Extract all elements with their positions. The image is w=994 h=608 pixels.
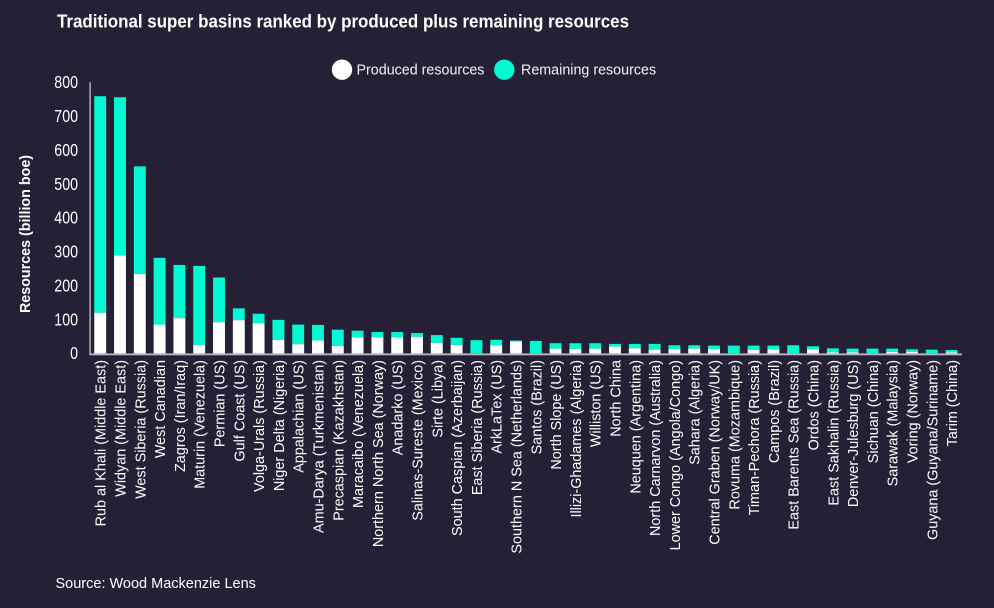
svg-text:Widyan (Middle East): Widyan (Middle East) [114, 360, 130, 497]
svg-text:Zagros (Iran/Iraq): Zagros (Iran/Iraq) [173, 360, 189, 472]
svg-text:Denver-Julesburg (US): Denver-Julesburg (US) [846, 360, 862, 507]
svg-text:Lower Congo (Angola/Congo): Lower Congo (Angola/Congo) [668, 360, 684, 550]
svg-text:North Slope (US): North Slope (US) [549, 360, 565, 470]
svg-text:Produced resources: Produced resources [357, 63, 485, 79]
svg-text:Remaining resources: Remaining resources [521, 63, 656, 79]
svg-text:Sahara (Algeria): Sahara (Algeria) [688, 360, 704, 465]
svg-text:North Carnarvon (Australia): North Carnarvon (Australia) [648, 360, 664, 536]
svg-text:Tarim (China): Tarim (China) [945, 360, 961, 446]
svg-text:Traditional super basins ranke: Traditional super basins ranked by produ… [57, 11, 629, 32]
svg-text:Voring (Norway): Voring (Norway) [906, 360, 922, 463]
svg-text:South Caspian (Azerbaijan): South Caspian (Azerbaijan) [450, 360, 466, 536]
svg-text:Maracaibo (Venezuela): Maracaibo (Venezuela) [351, 360, 367, 508]
svg-text:500: 500 [54, 174, 78, 194]
svg-text:Amu-Darya (Turkmenistan): Amu-Darya (Turkmenistan) [312, 360, 328, 533]
svg-text:800: 800 [54, 72, 78, 92]
svg-text:400: 400 [54, 208, 78, 228]
svg-text:Campos (Brazil): Campos (Brazil) [767, 360, 783, 463]
svg-text:Santos (Brazil): Santos (Brazil) [529, 360, 545, 454]
svg-text:ArkLaTex (US): ArkLaTex (US) [490, 360, 506, 454]
svg-text:Niger Delta (Nigeria): Niger Delta (Nigeria) [272, 360, 288, 491]
svg-text:Source: Wood Mackenzie Lens: Source: Wood Mackenzie Lens [56, 576, 256, 592]
svg-text:0: 0 [70, 343, 78, 363]
svg-text:700: 700 [54, 106, 78, 126]
svg-text:Precaspian (Kazakhstan): Precaspian (Kazakhstan) [331, 360, 347, 521]
svg-text:300: 300 [54, 242, 78, 262]
svg-text:West Canadian: West Canadian [153, 360, 169, 458]
svg-text:Sichuan (China): Sichuan (China) [866, 360, 882, 463]
svg-text:Anadarko (US): Anadarko (US) [391, 360, 407, 455]
svg-text:Sarawak (Malaysia): Sarawak (Malaysia) [886, 360, 902, 486]
svg-text:600: 600 [54, 140, 78, 160]
svg-text:Rovuma (Mozambique): Rovuma (Mozambique) [727, 360, 743, 510]
svg-text:Rub al Khali (Middle East): Rub al Khali (Middle East) [94, 360, 110, 526]
svg-text:Neuquen (Argentina): Neuquen (Argentina) [628, 360, 644, 494]
svg-text:Southern N Sea (Netherlands): Southern N Sea (Netherlands) [510, 360, 526, 554]
svg-text:Sirte (Libya): Sirte (Libya) [430, 360, 446, 438]
svg-text:Appalachian (US): Appalachian (US) [292, 360, 308, 473]
svg-text:Salinas-Sureste (Mexico): Salinas-Sureste (Mexico) [411, 360, 427, 521]
svg-text:East Barents Sea (Russia): East Barents Sea (Russia) [787, 360, 803, 530]
svg-text:Williston (US): Williston (US) [589, 360, 605, 447]
svg-text:Maturin (Venezuela): Maturin (Venezuela) [193, 360, 209, 489]
svg-text:100: 100 [54, 309, 78, 329]
svg-text:North China: North China [609, 360, 625, 437]
svg-text:Guyana (Guyana/Suriname): Guyana (Guyana/Suriname) [925, 360, 941, 540]
svg-text:West Siberia (Russia): West Siberia (Russia) [133, 360, 149, 499]
svg-text:East Siberia (Russia): East Siberia (Russia) [470, 360, 486, 495]
svg-text:Central Graben (Norway/UK): Central Graben (Norway/UK) [708, 360, 724, 545]
svg-text:Northern North Sea (Norway): Northern North Sea (Norway) [371, 360, 387, 547]
svg-text:Illizi-Ghadames (Algeria): Illizi-Ghadames (Algeria) [569, 360, 585, 518]
svg-text:200: 200 [54, 275, 78, 295]
svg-text:Volga-Urals (Russia): Volga-Urals (Russia) [252, 360, 268, 492]
svg-text:Resources (billion boe): Resources (billion boe) [18, 155, 34, 313]
svg-text:Gulf Coast (US): Gulf Coast (US) [232, 360, 248, 462]
svg-text:Timan-Pechora (Russia): Timan-Pechora (Russia) [747, 360, 763, 515]
svg-text:Permian (US): Permian (US) [213, 360, 229, 447]
svg-text:Ordos (China): Ordos (China) [807, 360, 823, 450]
svg-text:East Sakhalin (Russia): East Sakhalin (Russia) [826, 360, 842, 506]
